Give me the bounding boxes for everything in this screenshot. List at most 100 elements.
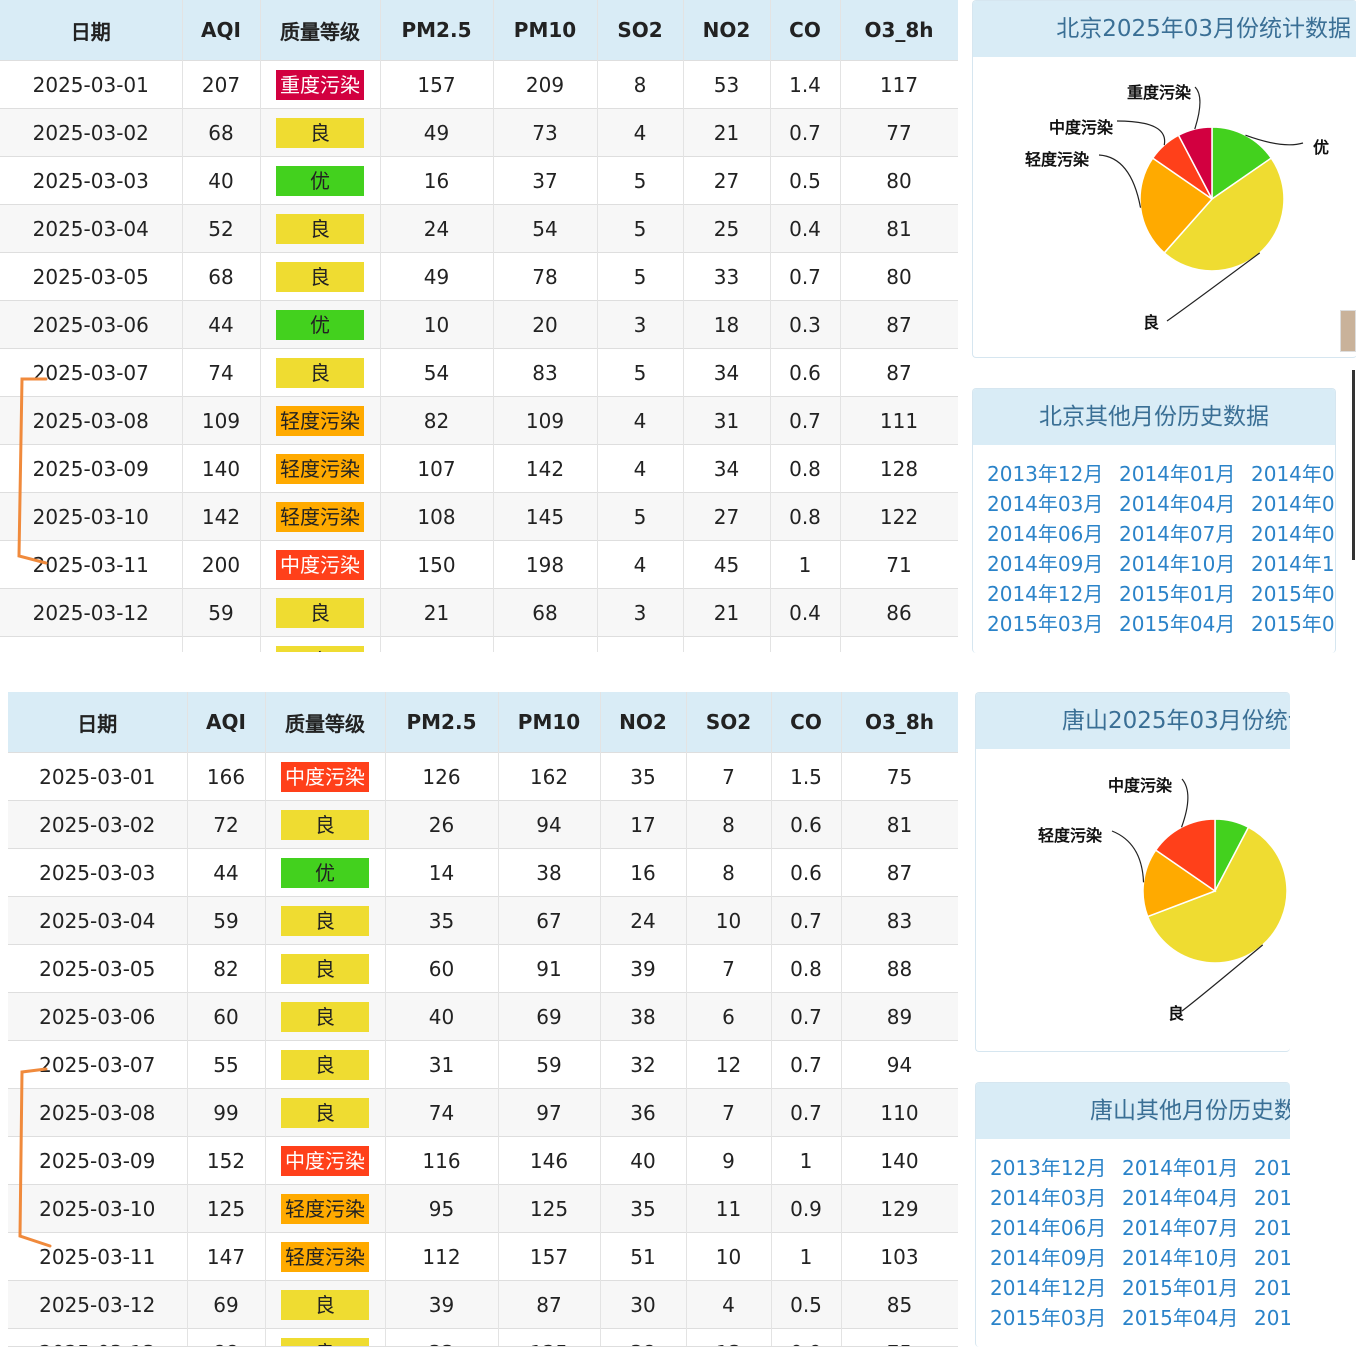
history-month-link[interactable]: 2013年12月 <box>990 1156 1107 1180</box>
quality-level-cell: 轻度污染 <box>265 1184 386 1233</box>
history-month-link[interactable]: 2014年01月 <box>1122 1156 1239 1180</box>
value-cell: 0.8 <box>770 492 841 541</box>
history-month-link[interactable]: 2014年08月 <box>1254 1216 1290 1240</box>
history-month-link[interactable]: 2014年12月 <box>987 582 1104 606</box>
value-cell: 59 <box>187 896 266 945</box>
scrollbar-strip[interactable] <box>1338 310 1356 610</box>
table-row: 2025-03-06 60 良 40 69 38 6 0.7 89 <box>8 992 958 1041</box>
value-cell: 126 <box>385 752 499 801</box>
value-cell: 107 <box>380 444 494 493</box>
table-row: 2025-03-08 99 良 74 97 36 7 0.7 110 <box>8 1088 958 1137</box>
tangshan-aqi-table: 日期 AQI 质量等级 PM2.5 PM10 NO2 SO2 CO O3_8h 2025-03-… <box>8 692 958 1346</box>
history-month-link[interactable]: 2014年05月 <box>1254 1186 1290 1210</box>
pie-slice[interactable] <box>1139 157 1214 254</box>
history-month-link[interactable]: 2014年08月 <box>1251 522 1335 546</box>
table-header-row: 日期 AQI 质量等级 PM2.5 PM10 SO2 NO2 CO O3_8h <box>0 0 958 61</box>
quality-level-cell: 轻度污染 <box>260 396 381 445</box>
table-row: 2025-03-09 152 中度污染 116 146 40 9 1 140 <box>8 1136 958 1185</box>
history-month-link[interactable]: 2014年05月 <box>1251 492 1335 516</box>
quality-level-cell: 优 <box>260 156 381 205</box>
history-month-link[interactable]: 2014年06月 <box>987 522 1104 546</box>
history-month-link[interactable]: 2014年02月 <box>1251 462 1335 486</box>
tangshan-history-panel: 唐山其他月份历史数据 2013年12月 2014年01月 2014年02月 2014年… <box>975 1082 1290 1347</box>
value-cell: 8 <box>686 800 772 849</box>
history-month-link[interactable]: 2015年05月 <box>1254 1306 1290 1330</box>
value-cell: 37 <box>493 156 598 205</box>
history-month-link[interactable]: 2015年05月 <box>1251 612 1335 636</box>
beijing-stats-title: 北京2025年03月份统计数据 <box>973 1 1356 57</box>
value-cell: 16 <box>380 156 494 205</box>
pie-slice[interactable] <box>1211 126 1273 201</box>
value-cell: 7 <box>686 752 772 801</box>
history-month-link[interactable]: 2014年11月 <box>1251 552 1335 576</box>
column-header: CO <box>771 692 842 753</box>
history-month-link[interactable]: 2014年04月 <box>1119 492 1236 516</box>
value-cell: 11 <box>686 1184 772 1233</box>
pie-slice[interactable] <box>1146 826 1288 964</box>
value-cell: 69 <box>187 1280 266 1329</box>
value-cell: 34 <box>683 444 771 493</box>
pie-slice[interactable] <box>1163 157 1285 272</box>
tangshan-stats-title: 唐山2025年03月份统计数据 <box>976 693 1290 749</box>
value-cell: 1 <box>770 540 841 589</box>
history-month-link[interactable]: 2014年09月 <box>990 1246 1107 1270</box>
value-cell: 8 <box>597 60 684 109</box>
history-month-link[interactable]: 2015年02月 <box>1251 582 1335 606</box>
table-row: 2025-03-12 69 良 39 87 30 4 0.5 85 <box>8 1280 958 1329</box>
history-month-link[interactable]: 2013年12月 <box>987 462 1104 486</box>
value-cell: 4 <box>597 108 684 157</box>
history-month-link[interactable]: 2014年04月 <box>1122 1186 1239 1210</box>
value-cell: 39 <box>600 944 687 993</box>
date-cell: 2025-03-11 <box>8 1232 188 1281</box>
history-month-link[interactable]: 2015年03月 <box>987 612 1104 636</box>
history-month-link[interactable]: 2014年03月 <box>987 492 1104 516</box>
table-row: 2025-03-04 52 良 24 54 5 25 0.4 81 <box>0 204 958 253</box>
value-cell: 59 <box>182 588 261 637</box>
value-cell: 5 <box>597 156 684 205</box>
value-cell: 109 <box>182 396 261 445</box>
value-cell: 5 <box>597 252 684 301</box>
history-month-link[interactable]: 2014年09月 <box>987 552 1104 576</box>
history-month-link[interactable]: 2015年03月 <box>990 1306 1107 1330</box>
history-month-link[interactable]: 2015年01月 <box>1119 582 1236 606</box>
value-cell: 140 <box>841 1136 958 1185</box>
value-cell: 4 <box>597 444 684 493</box>
pie-slice[interactable] <box>1177 126 1213 200</box>
history-month-link[interactable]: 2015年01月 <box>1122 1276 1239 1300</box>
tangshan-history-month-list: 2013年12月 2014年01月 2014年02月 2014年03月 2014年04月… <box>976 1139 1290 1333</box>
value-cell: 34 <box>683 348 771 397</box>
value-cell: 157 <box>380 60 494 109</box>
beijing-aqi-table: 日期 AQI 质量等级 PM2.5 PM10 SO2 NO2 CO O3_8h 2025-03-… <box>0 0 958 652</box>
column-header: NO2 <box>600 692 687 753</box>
history-month-link[interactable]: 2015年02月 <box>1254 1276 1290 1300</box>
value-cell: 78 <box>493 252 598 301</box>
history-month-link[interactable]: 2014年06月 <box>990 1216 1107 1240</box>
value-cell: 162 <box>498 752 601 801</box>
history-month-link[interactable]: 2015年04月 <box>1122 1306 1239 1330</box>
value-cell: 3 <box>597 300 684 349</box>
history-month-link[interactable]: 2014年02月 <box>1254 1156 1290 1180</box>
beijing-history-title: 北京其他月份历史数据 <box>973 389 1335 445</box>
table-row: 2025-03-02 72 良 26 94 17 8 0.6 81 <box>8 800 958 849</box>
history-month-link[interactable]: 2014年07月 <box>1122 1216 1239 1240</box>
history-month-link[interactable]: 2014年12月 <box>990 1276 1107 1300</box>
value-cell: 49 <box>380 252 494 301</box>
table-row: 2025-03-03 44 优 14 38 16 8 0.6 87 <box>8 848 958 897</box>
column-header: PM10 <box>498 692 601 753</box>
value-cell: 7 <box>686 944 772 993</box>
quality-level-badge: 中度污染 <box>281 761 369 792</box>
column-header: 日期 <box>0 0 183 61</box>
date-cell: 2025-03-06 <box>0 300 183 349</box>
history-month-link[interactable]: 2014年07月 <box>1119 522 1236 546</box>
history-month-link[interactable]: 2014年01月 <box>1119 462 1236 486</box>
history-month-link[interactable]: 2014年10月 <box>1119 552 1236 576</box>
pie-slice-label: 重度污染 <box>1127 83 1192 102</box>
history-month-link[interactable]: 2015年04月 <box>1119 612 1236 636</box>
scroll-track[interactable] <box>1352 370 1355 560</box>
value-cell: 68 <box>182 252 261 301</box>
history-month-link[interactable]: 2014年11月 <box>1254 1246 1290 1270</box>
history-month-link[interactable]: 2014年03月 <box>990 1186 1107 1210</box>
history-month-link[interactable]: 2014年10月 <box>1122 1246 1239 1270</box>
pie-slice[interactable] <box>1142 849 1217 918</box>
